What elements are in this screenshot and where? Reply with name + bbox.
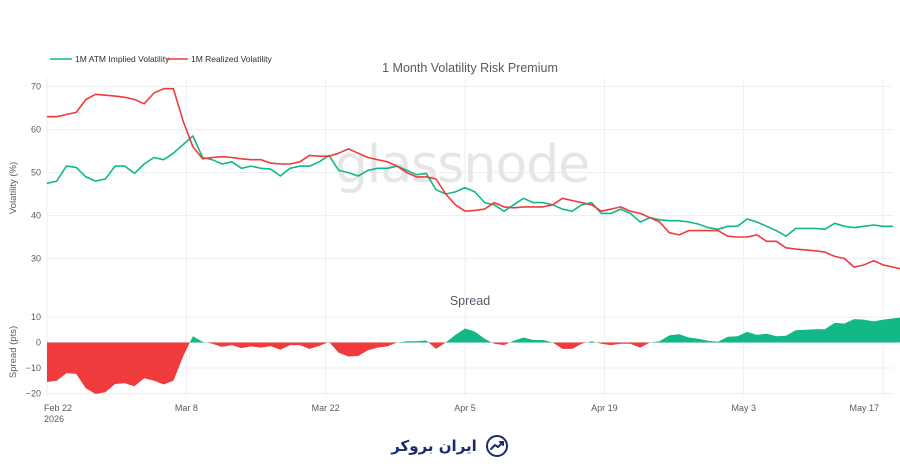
- x-tick-label: Feb 22: [44, 403, 72, 413]
- legend-label-realized: 1M Realized Volatility: [191, 54, 273, 64]
- x-tick-label: Mar 8: [175, 403, 198, 413]
- spread-y-tick-label: 0: [36, 338, 41, 348]
- spread-y-tick-labels: −20 −10 0 10: [26, 312, 41, 398]
- footer-brand: ایران بروکر: [0, 432, 900, 460]
- spread-area: [47, 317, 900, 394]
- spread-title: Spread: [450, 294, 490, 308]
- watermark: glassnode: [335, 135, 589, 195]
- spread-positive-region: [327, 342, 330, 343]
- brand-text: ایران بروکر: [391, 437, 477, 455]
- series-lines: [46, 87, 900, 270]
- legend-label-implied: 1M ATM Implied Volatility: [75, 54, 170, 64]
- spread-negative-region: [329, 342, 398, 357]
- spread-positive-region: [445, 328, 492, 343]
- y-tick-label: 60: [31, 125, 41, 135]
- realized-volatility-line: [47, 87, 900, 270]
- spread-y-axis-label: Spread (pts): [8, 326, 19, 378]
- y-tick-labels: 30 40 50 60 70: [31, 82, 41, 264]
- x-tick-sublabel: 2026: [44, 414, 64, 424]
- x-tick-label: Apr 19: [591, 403, 618, 413]
- spread-negative-region: [428, 342, 446, 349]
- bottom-grid: [47, 316, 893, 394]
- spread-negative-region: [596, 342, 650, 348]
- chart-title: 1 Month Volatility Risk Premium: [382, 61, 558, 75]
- x-tick-label: Apr 5: [454, 403, 476, 413]
- x-tick-label: May 3: [731, 403, 756, 413]
- legend-item-implied[interactable]: 1M ATM Implied Volatility: [50, 54, 170, 64]
- chart-trend-icon: [485, 435, 508, 457]
- volatility-chart: glassnode 1 Month Volatility Risk Premiu…: [8, 54, 900, 424]
- spread-positive-region: [397, 340, 429, 343]
- top-grid: [46, 78, 893, 396]
- y-tick-label: 70: [31, 82, 41, 92]
- spread-y-tick-label: −20: [26, 388, 41, 398]
- spread-y-tick-label: −10: [26, 363, 41, 373]
- legend: 1M ATM Implied Volatility 1M Realized Vo…: [50, 54, 273, 64]
- spread-negative-region: [206, 342, 328, 350]
- spread-negative-region: [47, 342, 190, 394]
- y-tick-label: 30: [31, 254, 41, 264]
- spread-negative-region: [552, 342, 587, 349]
- y-tick-label: 50: [31, 168, 41, 178]
- spread-y-tick-label: 10: [31, 312, 41, 322]
- y-tick-label: 40: [31, 211, 41, 221]
- spread-positive-region: [649, 317, 900, 343]
- legend-item-realized[interactable]: 1M Realized Volatility: [166, 54, 273, 64]
- x-tick-label: May 17: [850, 403, 880, 413]
- x-tick-label: Mar 22: [312, 403, 340, 413]
- spread-negative-region: [491, 342, 510, 346]
- spread-positive-region: [189, 336, 207, 343]
- spread-positive-region: [509, 337, 553, 343]
- spread-positive-region: [586, 341, 597, 343]
- y-axis-label: Volatility (%): [8, 162, 19, 214]
- implied-volatility-line: [46, 135, 893, 237]
